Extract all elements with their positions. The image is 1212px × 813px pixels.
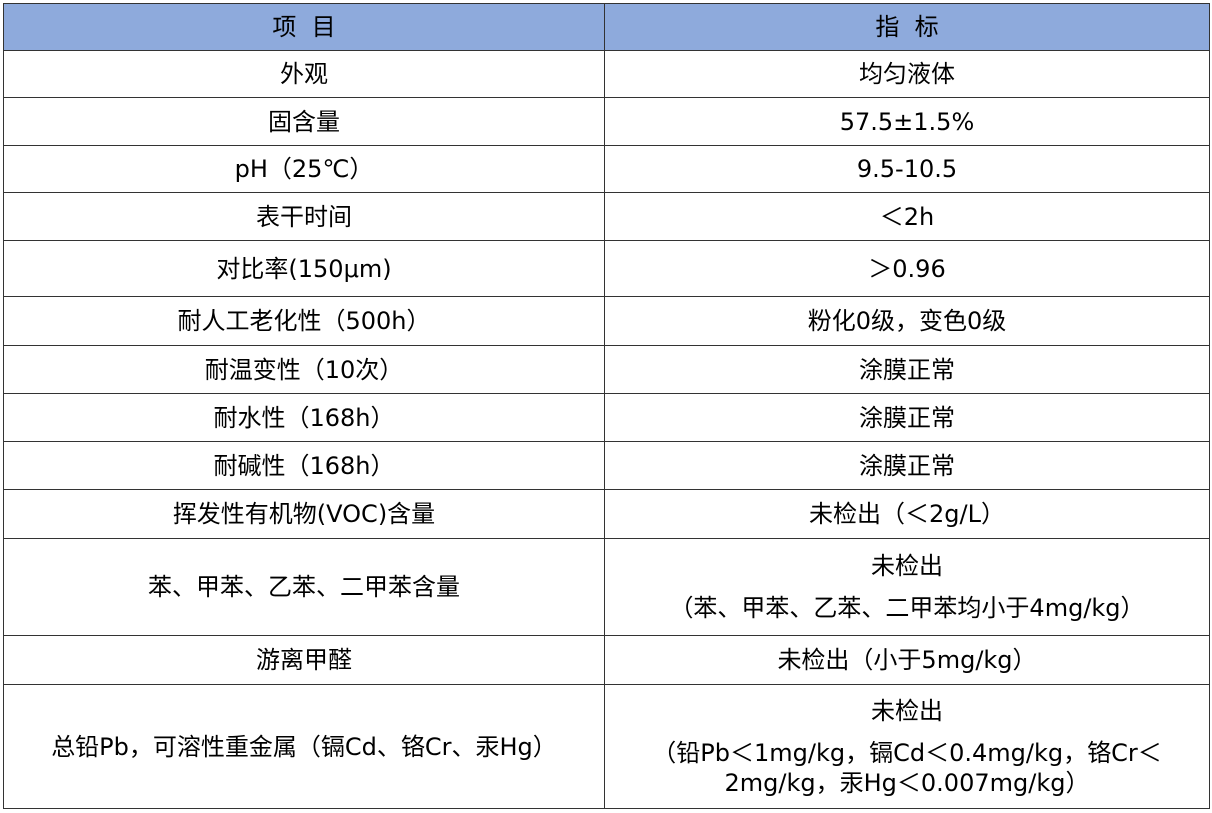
spec-cell: 未检出 （苯、甲苯、乙苯、二甲苯均小于4mg/kg） (604, 538, 1210, 636)
spec-cell: 涂膜正常 (604, 393, 1210, 442)
spec-cell: ＞0.96 (604, 240, 1210, 297)
table-row: 对比率(150μm) ＞0.96 (3, 240, 1210, 297)
item-cell: pH（25℃） (3, 145, 605, 193)
item-cell: 外观 (3, 50, 605, 98)
item-cell: 对比率(150μm) (3, 240, 605, 297)
item-cell: 游离甲醛 (3, 635, 605, 685)
table-row: 耐温变性（10次） 涂膜正常 (3, 345, 1210, 394)
spec-line: 未检出（小于5mg/kg） (777, 646, 1037, 674)
spec-line: 2mg/kg，汞Hg＜0.007mg/kg） (724, 768, 1090, 797)
table-row: 外观 均匀液体 (3, 50, 1210, 98)
table-row: 固含量 57.5±1.5% (3, 97, 1210, 146)
spec-line: 涂膜正常 (859, 355, 955, 384)
table-row: 耐水性（168h） 涂膜正常 (3, 393, 1210, 442)
table-row: 总铅Pb，可溶性重金属（镉Cd、铬Cr、汞Hg） 未检出 （铅Pb＜1mg/kg，镉… (3, 684, 1210, 809)
spec-line: （铅Pb＜1mg/kg，镉Cd＜0.4mg/kg，铬Cr＜ (652, 738, 1162, 767)
table-row: 表干时间 ＜2h (3, 192, 1210, 241)
spec-line: 均匀液体 (859, 60, 955, 88)
item-cell: 耐水性（168h） (3, 393, 605, 442)
spec-cell: 9.5-10.5 (604, 145, 1210, 193)
spec-line: 涂膜正常 (859, 403, 955, 432)
item-cell: 挥发性有机物(VOC)含量 (3, 489, 605, 539)
spec-line: 57.5±1.5% (839, 107, 975, 136)
spec-cell: 粉化0级，变色0级 (604, 296, 1210, 346)
spec-cell: 涂膜正常 (604, 345, 1210, 394)
spec-line: （苯、甲苯、乙苯、二甲苯均小于4mg/kg） (669, 594, 1145, 622)
header-item: 项 目 (3, 3, 605, 51)
header-spec: 指 标 (604, 3, 1210, 51)
spec-cell: ＜2h (604, 192, 1210, 241)
spec-cell: 57.5±1.5% (604, 97, 1210, 146)
item-cell: 耐碱性（168h） (3, 441, 605, 490)
spec-line: 涂膜正常 (859, 451, 955, 480)
table-row: 挥发性有机物(VOC)含量 未检出（＜2g/L） (3, 489, 1210, 539)
table-row: 苯、甲苯、乙苯、二甲苯含量 未检出 （苯、甲苯、乙苯、二甲苯均小于4mg/kg） (3, 538, 1210, 636)
spec-cell: 均匀液体 (604, 50, 1210, 98)
item-cell: 耐人工老化性（500h） (3, 296, 605, 346)
spec-line: ＜2h (879, 202, 935, 231)
spec-cell: 未检出（＜2g/L） (604, 489, 1210, 539)
spec-line: 粉化0级，变色0级 (807, 307, 1007, 335)
table-row: 耐人工老化性（500h） 粉化0级，变色0级 (3, 296, 1210, 346)
spec-cell: 未检出 （铅Pb＜1mg/kg，镉Cd＜0.4mg/kg，铬Cr＜ 2mg/kg，汞… (604, 684, 1210, 809)
item-cell: 苯、甲苯、乙苯、二甲苯含量 (3, 538, 605, 636)
spec-cell: 未检出（小于5mg/kg） (604, 635, 1210, 685)
table-row: pH（25℃） 9.5-10.5 (3, 145, 1210, 193)
spec-line: 未检出（＜2g/L） (809, 500, 1005, 528)
item-cell: 总铅Pb，可溶性重金属（镉Cd、铬Cr、汞Hg） (3, 684, 605, 809)
spec-table: 项 目 指 标 外观 均匀液体固含量 57.5±1.5% pH（25℃） 9.5-10.… (3, 3, 1210, 809)
spec-line: ＞0.96 (868, 254, 946, 283)
table-row: 游离甲醛 未检出（小于5mg/kg） (3, 635, 1210, 685)
spec-line: 9.5-10.5 (856, 155, 958, 183)
item-cell: 固含量 (3, 97, 605, 146)
spec-line: 未检出 (871, 552, 943, 580)
table-row: 耐碱性（168h） 涂膜正常 (3, 441, 1210, 490)
spec-cell: 涂膜正常 (604, 441, 1210, 490)
item-cell: 耐温变性（10次） (3, 345, 605, 394)
header-row: 项 目 指 标 (3, 3, 1210, 51)
spec-line: 未检出 (871, 696, 943, 725)
item-cell: 表干时间 (3, 192, 605, 241)
